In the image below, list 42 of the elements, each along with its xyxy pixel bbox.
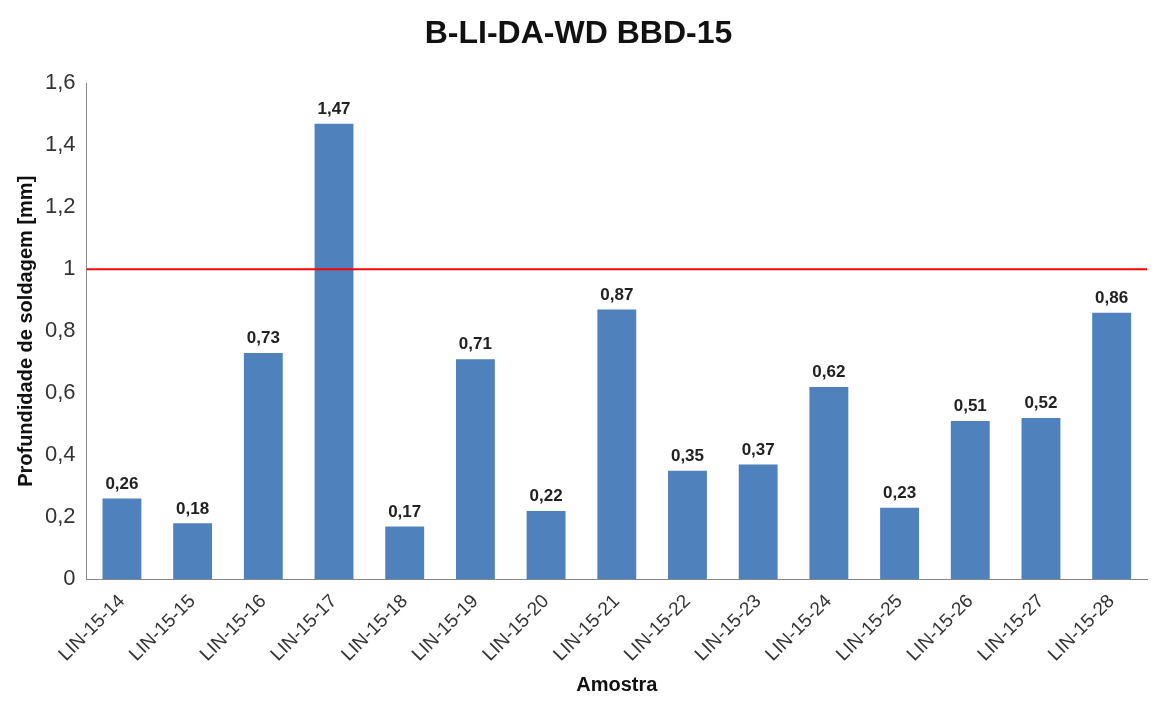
bar [668,470,707,580]
bar [880,507,920,580]
y-tick-label: 0,6 [44,379,76,405]
data-label: 0,62 [812,362,846,382]
data-label: 0,71 [458,334,492,354]
bar [526,510,566,580]
data-label: 0,22 [529,486,563,506]
bar [102,498,142,580]
bar [314,123,354,580]
data-label: 1,47 [317,98,351,118]
y-tick-label: 1,4 [44,131,76,157]
data-label: 0,52 [1024,393,1058,413]
data-label: 0,73 [246,328,280,348]
data-label: 0,35 [670,445,705,465]
y-tick-label: 1 [63,255,76,281]
bar [809,387,849,580]
bar [455,359,495,580]
data-label: 0,51 [953,396,987,416]
data-label: 0,87 [600,284,634,304]
data-label: 0,86 [1095,287,1129,307]
data-label: 0,17 [388,501,422,521]
bar [950,421,990,580]
chart-title: B-LI-DA-WD BBD-15 [424,14,733,51]
bar [385,526,425,580]
y-axis-title: Profundidade de soldagem [mm] [13,175,36,487]
y-tick-label: 0,4 [44,441,76,467]
data-label: 0,26 [105,473,139,493]
x-axis-title: Amostra [576,672,659,695]
data-label: 0,37 [741,439,775,459]
y-tick-label: 1,2 [44,193,76,219]
y-tick-label: 0,2 [44,503,76,529]
bar [1021,418,1061,580]
bar [173,523,213,580]
bar [597,309,637,580]
bar [1092,312,1132,580]
bar [243,352,283,580]
bar [738,464,778,580]
y-tick-label: 0,8 [44,317,76,343]
y-tick-label: 1,6 [44,69,76,95]
data-label: 0,23 [883,483,917,503]
data-label: 0,18 [176,498,210,518]
y-tick-label: 0 [63,565,76,591]
